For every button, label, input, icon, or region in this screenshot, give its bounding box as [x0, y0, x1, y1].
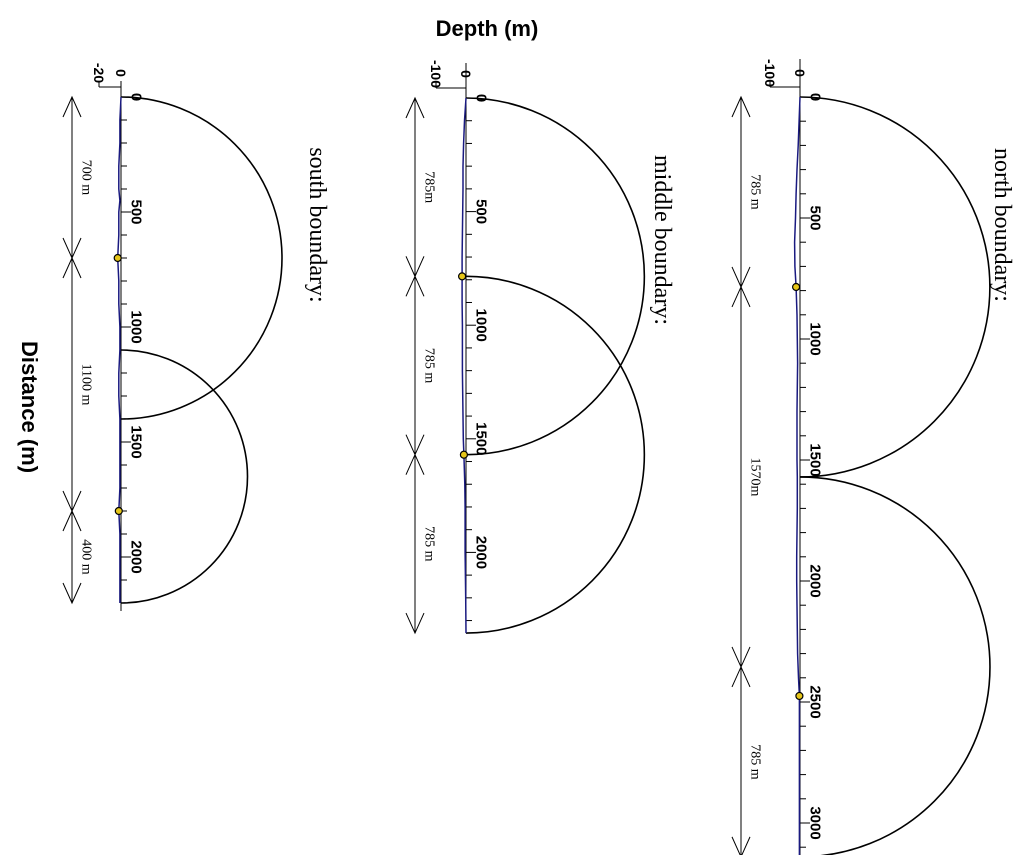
span-dimension-3: 785 m: [731, 665, 763, 855]
semicircle-2: [799, 476, 991, 855]
span-label-bg: [78, 533, 94, 581]
span-label-bg: [747, 167, 763, 216]
span-label: 785 m: [748, 744, 763, 780]
depth-tick-label: 0: [792, 69, 808, 77]
span-arrow-end: [405, 612, 425, 635]
span-dimension-2: 785 m: [405, 275, 437, 456]
span-arrow-start: [405, 275, 425, 297]
distance-tick-label: 2000: [128, 540, 145, 573]
distance-tick-label: 0: [473, 94, 490, 102]
semicircle-2: [465, 275, 646, 634]
semicircle-1: [120, 96, 283, 420]
span-label: 785m: [422, 171, 437, 203]
depth-tick-label: -100: [428, 60, 444, 88]
depth-tick-label: -100: [762, 59, 778, 87]
semicircle-1: [465, 97, 646, 456]
span-arrow-end: [62, 582, 82, 605]
boundary-marker-1: [458, 272, 467, 281]
distance-tick-label: 1500: [128, 425, 145, 458]
depth-tick-label: 0: [458, 70, 474, 78]
boundary-marker-2: [114, 506, 123, 516]
depth-axis-title: Depth (m): [436, 16, 539, 41]
span-label: 1100 m: [79, 364, 94, 406]
span-label-bg: [421, 519, 437, 568]
distance-tick-label: 0: [128, 93, 145, 101]
span-dimension-3: 785 m: [405, 453, 437, 635]
distance-tick-label: 1500: [473, 422, 490, 455]
distance-tick-label: 2500: [807, 685, 824, 718]
span-label-bg: [747, 737, 763, 786]
span-arrow-start: [731, 665, 751, 688]
span-arrow-start: [731, 95, 751, 118]
span-dimension-2: 1100 m: [62, 256, 94, 513]
span-label-bg: [421, 163, 437, 212]
span-arrow-end: [731, 836, 751, 855]
span-label-bg: [78, 360, 94, 409]
span-label: 785 m: [748, 174, 763, 210]
distance-tick-label: 2000: [473, 536, 490, 569]
span-label-bg: [747, 452, 763, 501]
panel-title: north boundary:: [989, 148, 1015, 302]
boundary-marker-1: [791, 282, 801, 292]
span-arrow-start: [731, 285, 751, 308]
depth-tick-label: 0: [113, 69, 129, 77]
depth-profile-line: [793, 96, 801, 855]
semicircle-1: [799, 96, 991, 478]
span-arrow-start: [62, 509, 82, 532]
distance-tick-label: 500: [473, 199, 490, 224]
boundary-panels: north boundary: 0 500 1000 1500 2000 2500 3000 -…: [62, 59, 1015, 855]
distance-tick-label: 0: [807, 93, 824, 101]
distance-axis-title: Distance (m): [17, 341, 42, 473]
span-label: 785 m: [422, 526, 437, 562]
depth-tick-label: -20: [91, 63, 107, 83]
span-label: 400 m: [79, 539, 94, 575]
span-arrow-start: [62, 256, 82, 279]
boundary-marker-2: [795, 691, 804, 701]
panel-title: middle boundary:: [649, 155, 675, 325]
span-dimension-2: 1570m: [731, 285, 763, 669]
span-arrow-start: [405, 96, 425, 119]
span-dimension-1: 785m: [405, 96, 437, 278]
depth-profile-line: [461, 97, 467, 634]
span-dimension-1: 700 m: [62, 95, 94, 260]
distance-tick-label: 1000: [128, 310, 145, 343]
span-label-bg: [78, 153, 94, 202]
distance-tick-label: 500: [128, 199, 145, 224]
distance-tick-label: 500: [807, 205, 824, 230]
boundary-panel-2: middle boundary: 0 500 1000 1500 2000 -100 0 785…: [405, 60, 675, 635]
distance-tick-label: 2000: [807, 564, 824, 597]
span-arrow-start: [405, 453, 425, 475]
span-dimension-3: 400 m: [62, 509, 94, 605]
span-label: 1570m: [748, 457, 763, 496]
distance-tick-label: 1000: [473, 309, 490, 342]
span-label-bg: [421, 341, 437, 390]
span-label: 700 m: [79, 160, 94, 196]
boundary-panel-1: north boundary: 0 500 1000 1500 2000 2500 3000 -…: [731, 59, 1015, 855]
distance-tick-label: 1500: [807, 443, 824, 476]
distance-tick-label: 1000: [807, 322, 824, 355]
distance-tick-label: 3000: [807, 806, 824, 839]
span-dimension-1: 785 m: [731, 95, 763, 289]
boundary-marker-2: [459, 450, 468, 459]
span-arrow-start: [62, 95, 82, 118]
panel-title: south boundary:: [304, 147, 330, 302]
boundary-panel-3: south boundary: 0 500 1000 1500 2000 -20 0 700 m…: [62, 63, 330, 611]
semicircle-2: [120, 349, 249, 604]
boundary-marker-1: [113, 253, 122, 263]
span-label: 785 m: [422, 348, 437, 384]
